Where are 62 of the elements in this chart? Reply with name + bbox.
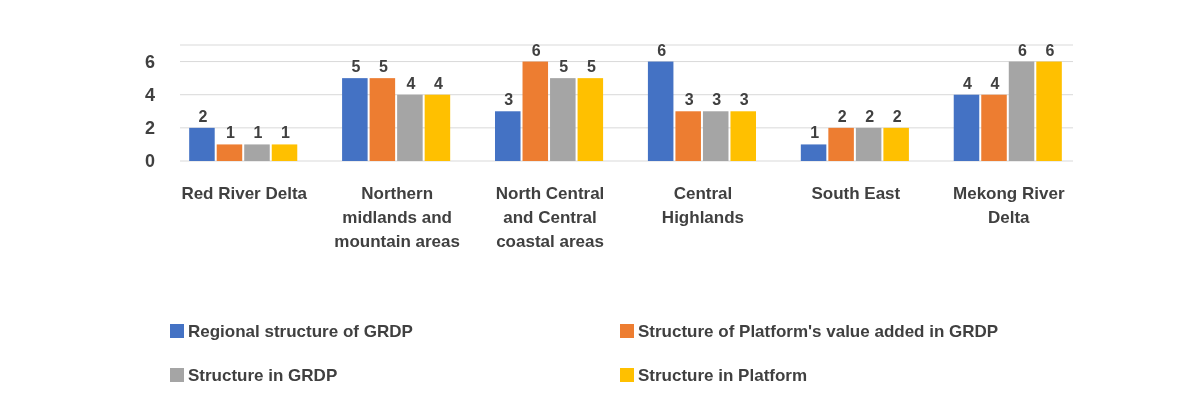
data-label: 4: [406, 74, 416, 92]
bar: [342, 78, 368, 161]
y-tick-label: 0: [144, 151, 156, 172]
data-label: 2: [198, 107, 208, 125]
data-label: 6: [531, 41, 541, 59]
data-label: 4: [963, 74, 973, 92]
legend-label: Structure in Platform: [638, 365, 808, 385]
bar: [216, 144, 243, 161]
data-label: 1: [253, 124, 263, 142]
legend-label: Structure in GRDP: [188, 365, 338, 385]
bar: [550, 78, 576, 161]
bar: [730, 111, 756, 161]
bar: [1008, 61, 1035, 161]
data-label: 1: [226, 124, 236, 142]
data-label: 5: [559, 58, 569, 76]
data-label: 6: [1045, 41, 1055, 59]
x-tick-label: Central Highlands: [661, 184, 745, 227]
data-label: 3: [739, 91, 749, 109]
y-tick-label: 4: [144, 85, 156, 106]
bar: [495, 111, 521, 161]
bar: [424, 94, 451, 161]
data-label: 1: [281, 124, 291, 142]
data-label: 1: [810, 124, 820, 142]
x-tick-label: Mekong River Delta: [953, 184, 1065, 227]
data-label: 4: [990, 74, 1000, 92]
data-label: 3: [712, 91, 722, 109]
x-tick-label: North Central and Central coastal areas: [495, 184, 605, 251]
data-label: 2: [865, 107, 875, 125]
bar: [189, 127, 215, 161]
data-label: 3: [504, 91, 514, 109]
bar: [800, 144, 827, 161]
data-label: 2: [837, 107, 847, 125]
bar: [1036, 61, 1062, 161]
bar: [855, 127, 882, 161]
data-label: 5: [351, 58, 361, 76]
y-tick-label: 2: [144, 118, 156, 139]
data-label: 6: [1018, 41, 1028, 59]
legend-label: Regional structure of GRDP: [188, 321, 413, 341]
data-label: 5: [378, 58, 388, 76]
y-tick-label: 6: [144, 51, 156, 72]
bar: [702, 111, 729, 161]
bar: [953, 94, 980, 161]
bar: [577, 78, 604, 161]
bar: [522, 61, 549, 161]
bar: [244, 144, 270, 161]
data-label: 5: [586, 58, 596, 76]
data-label: 6: [657, 41, 667, 59]
bar: [828, 127, 854, 161]
legend-label: Structure of Platform's value added in GRDP: [638, 321, 999, 341]
bar: [647, 61, 674, 161]
bar: [883, 127, 909, 161]
bar: [675, 111, 701, 161]
data-label: 4: [433, 74, 443, 92]
x-tick-label: South East: [811, 184, 901, 203]
data-label: 2: [892, 107, 902, 125]
x-tick-label: Red River Delta: [181, 184, 308, 203]
bar: [271, 144, 298, 161]
bar: [397, 94, 423, 161]
bar: [981, 94, 1007, 161]
data-label: 3: [684, 91, 694, 109]
bar: [369, 78, 396, 161]
x-tick-label: Northern midlands and mountain areas: [334, 184, 460, 251]
